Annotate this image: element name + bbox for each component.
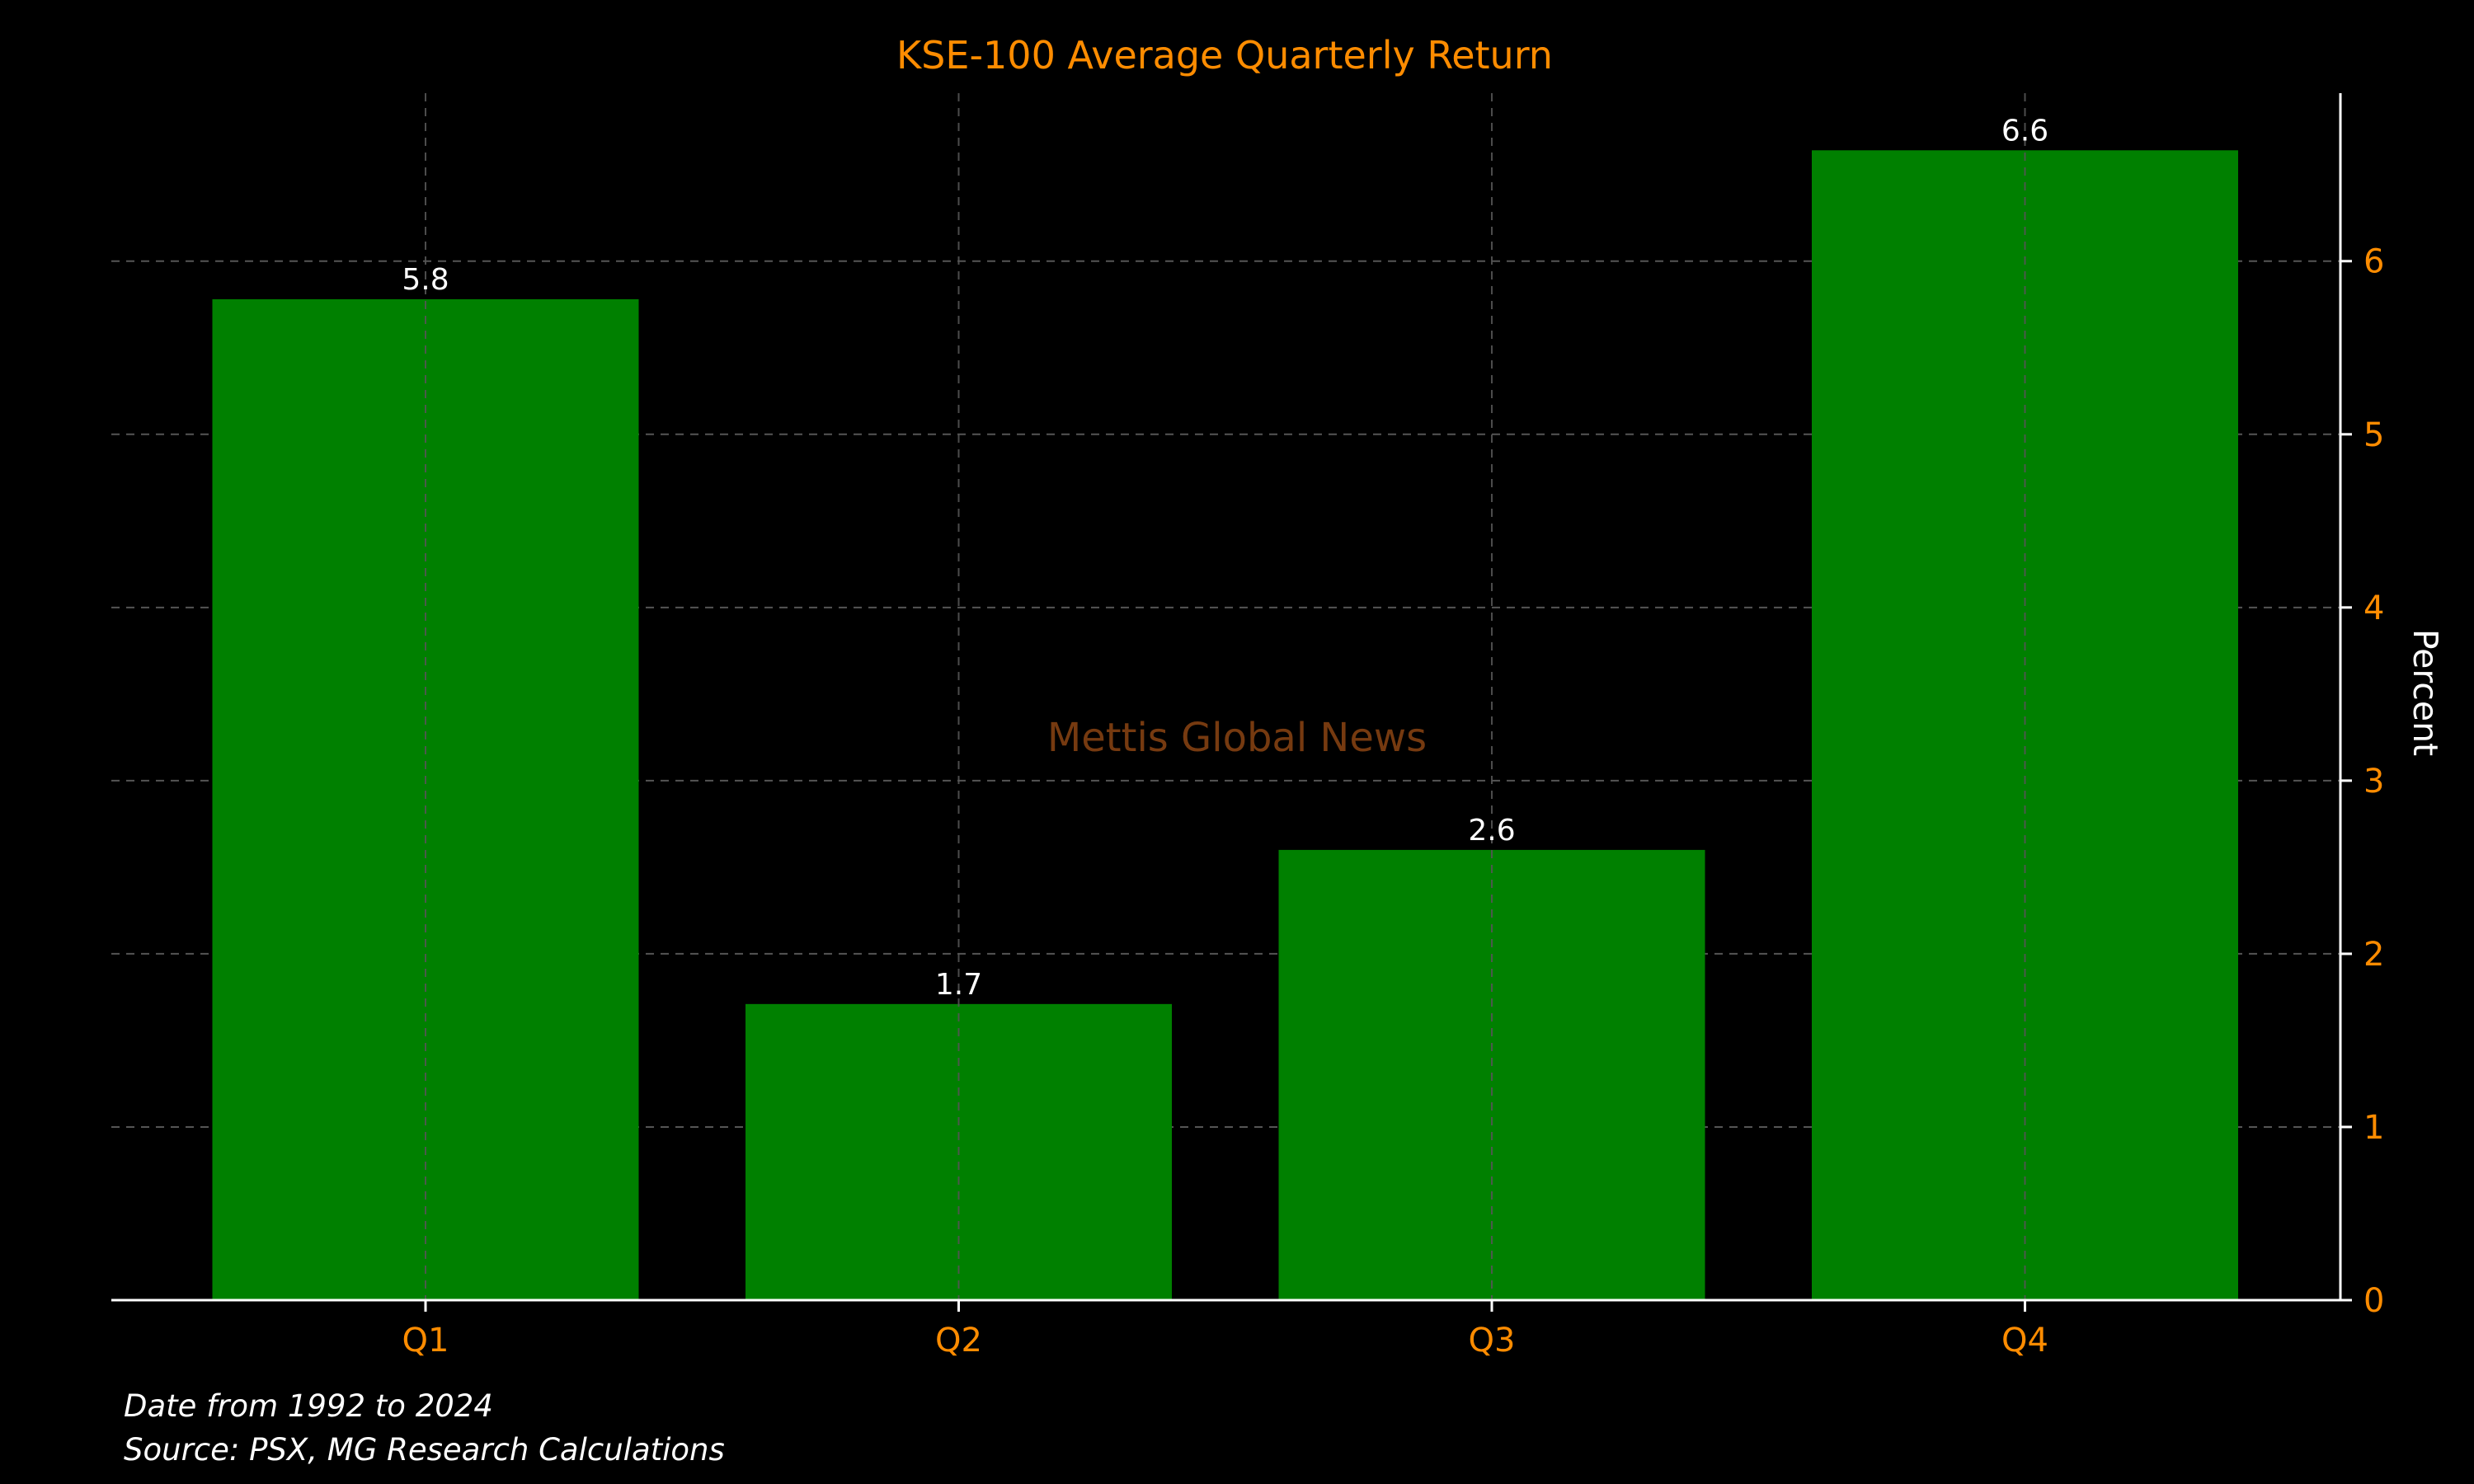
x-tick-label-q4: Q4	[2001, 1322, 2048, 1360]
y-tick-label: 6	[2363, 243, 2384, 281]
y-axis-label: Percent	[2406, 629, 2445, 756]
x-tick-label-q2: Q2	[935, 1322, 982, 1360]
y-tick-label: 0	[2363, 1282, 2384, 1320]
chart-title: KSE-100 Average Quarterly Return	[896, 33, 1553, 77]
date-range-note: Date from 1992 to 2024	[124, 1388, 493, 1424]
y-tick-label: 2	[2363, 936, 2384, 974]
axes: 0 1 2 3 4 5 6 Q1 Q2 Q3 Q4	[111, 93, 2384, 1360]
watermark: Mettis Global News	[1047, 715, 1427, 761]
y-tick-label: 1	[2363, 1109, 2384, 1147]
data-label-q2: 1.7	[935, 968, 982, 1002]
x-tick-label-q3: Q3	[1469, 1322, 1516, 1360]
y-tick-label: 3	[2363, 763, 2384, 801]
x-tick-label-q1: Q1	[402, 1322, 449, 1360]
data-label-q3: 2.6	[1468, 814, 1515, 848]
data-label-q1: 5.8	[402, 263, 449, 297]
source-note: Source: PSX, MG Research Calculations	[124, 1432, 725, 1468]
data-labels: 5.8 1.7 2.6 6.6	[402, 114, 2048, 1002]
data-label-q4: 6.6	[2001, 114, 2048, 148]
watermark-layer: Mettis Global News	[1047, 715, 1427, 761]
y-tick-label: 5	[2363, 416, 2384, 454]
y-tick-label: 4	[2363, 589, 2384, 627]
